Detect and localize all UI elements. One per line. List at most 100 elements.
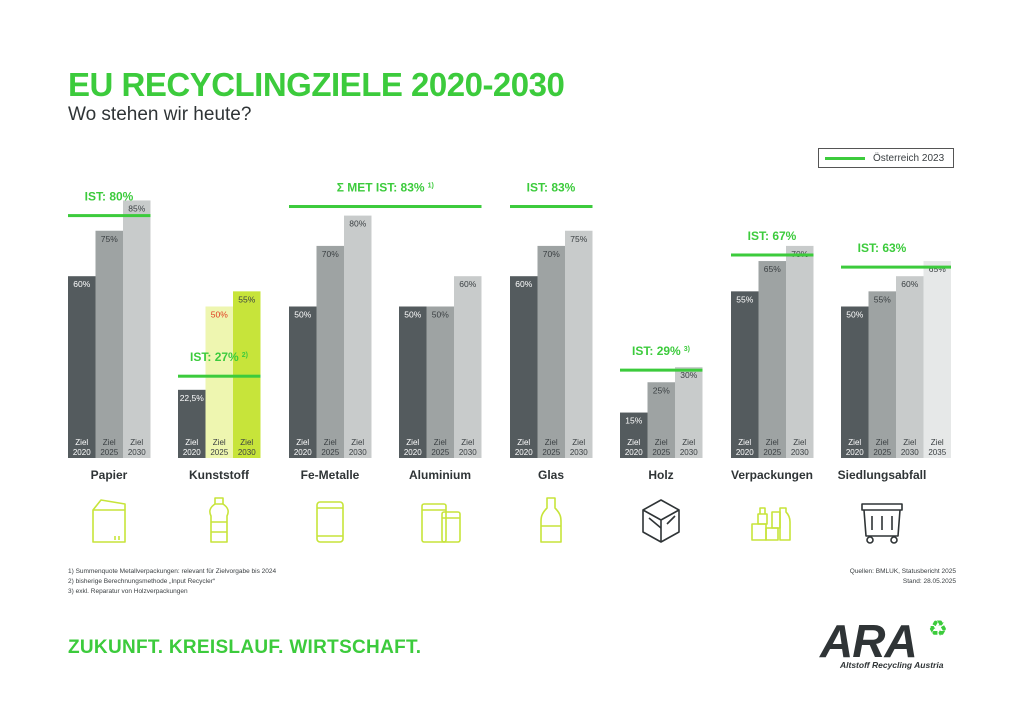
bar-year-label: Ziel <box>130 438 143 447</box>
bar-aluminium-0 <box>399 306 427 458</box>
bar-year-label: 2025 <box>431 448 449 457</box>
bar-year-label: Ziel <box>655 438 668 447</box>
bar-value-label: 50% <box>432 310 449 320</box>
ist-label: IST: 63% <box>858 241 907 255</box>
category-label: Aluminium <box>409 468 471 482</box>
can-icon <box>316 501 344 543</box>
glass-bottle-icon <box>540 497 562 543</box>
bar-value-label: 50% <box>404 310 421 320</box>
bar-year-label: Ziel <box>406 438 419 447</box>
bar-year-label: 2030 <box>238 448 256 457</box>
bar-year-label: 2020 <box>625 448 643 457</box>
ist-label: IST: 29% 3) <box>632 344 690 358</box>
packaging-icon <box>751 507 791 541</box>
bar-year-label: 2020 <box>183 448 201 457</box>
chart-legend: Österreich 2023 <box>818 148 954 168</box>
bar-year-label: Ziel <box>517 438 530 447</box>
bar-year-label: 2020 <box>73 448 91 457</box>
bar-year-label: Ziel <box>296 438 309 447</box>
date-line: Stand: 28.05.2025 <box>902 578 956 585</box>
bar-siedlungsabfall-1 <box>868 291 896 458</box>
bar-year-label: 2025 <box>321 448 339 457</box>
bar-verpackungen-0 <box>731 291 759 458</box>
ist-label: IST: 67% <box>748 229 797 243</box>
bar-holz-1 <box>647 382 675 458</box>
combined-ist-label: Σ MET IST: 83% 1) <box>337 181 434 195</box>
recycling-targets-chart: 60%Ziel202075%Ziel202585%Ziel2030PapierI… <box>68 181 951 544</box>
bar-value-label: 60% <box>459 279 476 289</box>
bar-value-label: 85% <box>128 203 145 213</box>
bar-year-label: 2030 <box>901 448 919 457</box>
recycle-icon: ♻ <box>928 616 948 641</box>
bar-year-label: 2020 <box>404 448 422 457</box>
bar-year-label: 2025 <box>542 448 560 457</box>
bar-value-label: 15% <box>625 416 642 426</box>
bar-papier-1 <box>95 230 123 458</box>
bar-year-label: 2020 <box>846 448 864 457</box>
bar-year-label: 2025 <box>652 448 670 457</box>
ist-line <box>731 253 814 257</box>
bar-value-label: 55% <box>736 294 753 304</box>
bar-papier-0 <box>68 276 96 458</box>
logo-word: ARA <box>820 615 918 667</box>
bar-year-label: Ziel <box>434 438 447 447</box>
legend-swatch <box>825 156 865 160</box>
ist-label: IST: 27% 2) <box>190 350 248 364</box>
bar-year-label: Ziel <box>240 438 253 447</box>
ist-label: IST: 83% <box>527 181 576 195</box>
logo-tagline: Altstoff Recycling Austria <box>840 660 944 670</box>
bar-year-label: Ziel <box>461 438 474 447</box>
bar-papier-2 <box>123 200 151 458</box>
bar-year-label: Ziel <box>876 438 889 447</box>
bar-value-label: 50% <box>846 310 863 320</box>
bar-year-label: 2025 <box>100 448 118 457</box>
aluminium-can-icon <box>421 503 461 543</box>
bar-kunststoff-2 <box>233 291 261 458</box>
bar-glas-0 <box>510 276 538 458</box>
bar-fe-metalle-1 <box>316 245 344 458</box>
bar-kunststoff-1 <box>205 306 233 458</box>
legend-label: Österreich 2023 <box>873 152 945 164</box>
bar-year-label: Ziel <box>627 438 640 447</box>
waste-bin-icon <box>861 503 903 544</box>
bar-value-label: 50% <box>294 310 311 320</box>
bar-year-label: Ziel <box>185 438 198 447</box>
bar-year-label: 2025 <box>763 448 781 457</box>
bar-glas-1 <box>537 245 565 458</box>
source-line: Quellen: BMLUK, Statusbericht 2025 <box>849 568 956 575</box>
footnote-1: 1) Summenquote Metallverpackungen: relev… <box>68 568 277 575</box>
bar-year-label: 2030 <box>349 448 367 457</box>
ist-line <box>68 214 151 218</box>
slogan: ZUKUNFT. KREISLAUF. WIRTSCHAFT. <box>68 637 422 658</box>
bar-year-label: Ziel <box>351 438 364 447</box>
bar-year-label: Ziel <box>931 438 944 447</box>
bar-year-label: Ziel <box>324 438 337 447</box>
bar-value-label: 25% <box>653 385 670 395</box>
bar-holz-0 <box>620 412 648 458</box>
footnote-2: 2) bisherige Berechnungsmethode „Input R… <box>68 578 216 585</box>
bar-value-label: 70% <box>543 249 560 259</box>
bar-holz-2 <box>675 367 703 458</box>
bar-year-label: 2020 <box>515 448 533 457</box>
ist-line <box>178 374 261 378</box>
bar-value-label: 65% <box>929 264 946 274</box>
bar-value-label: 22,5% <box>180 393 205 403</box>
bar-year-label: Ziel <box>545 438 558 447</box>
bar-value-label: 80% <box>349 219 366 229</box>
bar-value-label: 70% <box>322 249 339 259</box>
ist-label: IST: 80% <box>85 190 134 204</box>
bar-value-label: 55% <box>874 294 891 304</box>
combined-ist-line <box>289 205 482 209</box>
bar-aluminium-2 <box>454 276 482 458</box>
bar-year-label: 2030 <box>128 448 146 457</box>
bar-year-label: 2025 <box>210 448 228 457</box>
bar-verpackungen-2 <box>786 245 814 458</box>
bar-fe-metalle-0 <box>289 306 317 458</box>
category-label: Holz <box>648 468 673 482</box>
page-title: EU RECYCLINGZIELE 2020-2030 <box>68 66 565 103</box>
category-label: Papier <box>91 468 128 482</box>
bar-value-label: 50% <box>211 310 228 320</box>
bar-year-label: 2030 <box>680 448 698 457</box>
bar-year-label: Ziel <box>793 438 806 447</box>
bar-year-label: Ziel <box>903 438 916 447</box>
